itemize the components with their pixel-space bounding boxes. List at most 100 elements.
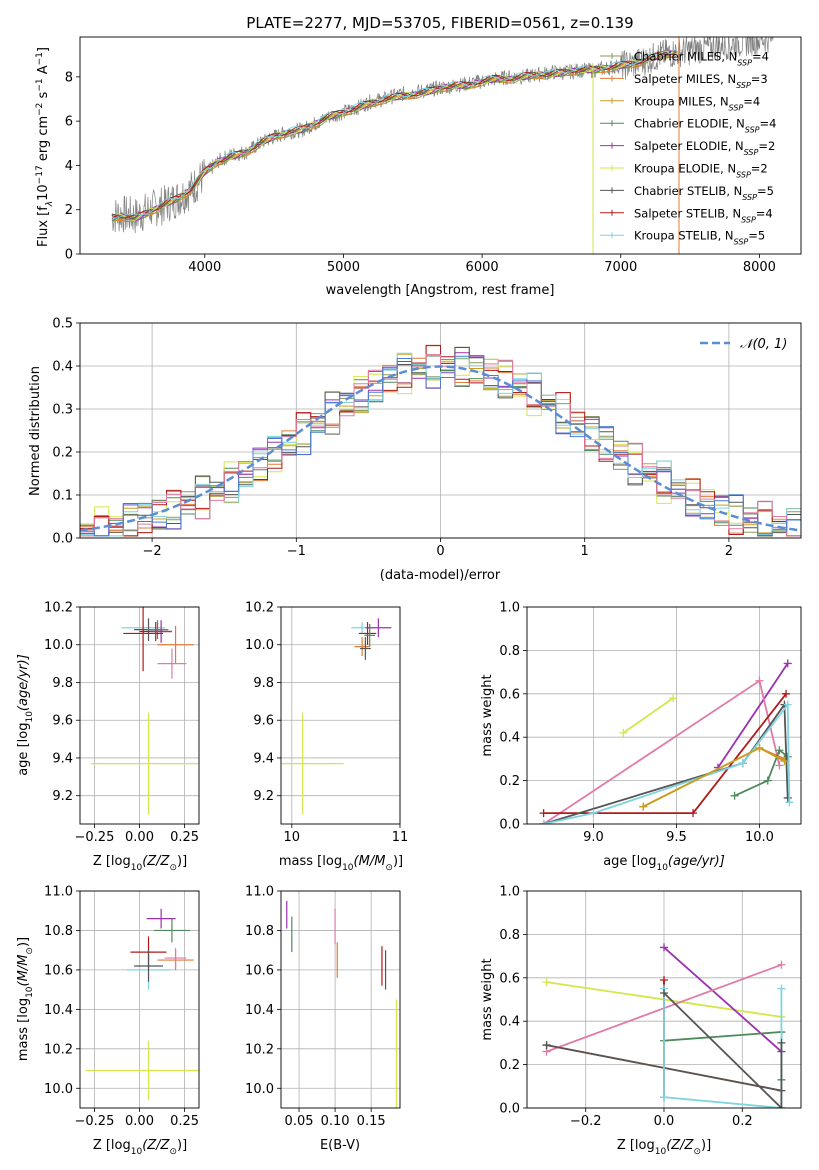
y-tick-label: 0.1 [52,489,73,504]
x-axis-label: Z [log10(Z/Z⊙)] [93,1138,187,1157]
y-tick-label: 0.2 [499,774,520,789]
y-tick-label: 0.4 [52,360,73,375]
y-tick-label: 0.4 [499,731,520,746]
x-tick-label: −2 [143,544,162,559]
x-tick-label: 9.0 [583,830,604,845]
weight-point [777,960,786,969]
model-line-kroupa-elodie [111,50,677,221]
x-axis-label: E(B-V) [320,1138,360,1153]
weight-point [639,802,648,811]
x-tick-label: 0 [436,544,444,559]
x-tick-label: 0.15 [357,1114,386,1129]
errorbar-points [281,618,392,815]
weight-point [589,809,598,818]
y-tick-label: 0.6 [499,971,520,986]
weight-point [783,700,792,709]
x-tick-label: 6000 [466,260,499,275]
y-axis-label: age [log10(age/yr)] [16,654,35,776]
weight-point [738,759,747,768]
weight-series-line [543,679,781,824]
y-tick-label: 10.2 [44,1042,73,1057]
x-tick-label: 9.5 [666,830,687,845]
weight-series-line [543,701,791,824]
y-tick-label: 0.0 [52,532,73,547]
errorbar-points [90,607,199,815]
weight-series-line [663,992,783,1108]
weight-point [660,1093,668,1102]
y-tick-label: 1.0 [499,601,520,616]
y-tick-label: 10.2 [245,601,274,616]
y-tick-label: 9.2 [253,789,274,804]
weight-point [763,776,772,785]
x-tick-label: 0.00 [125,1114,154,1129]
weight-point [619,728,628,737]
y-tick-label: 0.2 [499,1058,520,1073]
legend-entry: Salpeter STELIB, NSSP=4 [634,206,773,224]
y-tick-label: 10.4 [44,1003,73,1018]
weight-point [542,1041,551,1050]
y-tick-label: 11.0 [44,885,73,900]
mass-vs-EBV-axes [280,890,401,1109]
y-tick-label: 10.0 [44,1082,73,1097]
weight-series-line [734,748,789,797]
y-tick-label: 9.6 [52,714,73,729]
weight-point [669,694,678,703]
y-tick-label: 0 [65,248,73,263]
weight-series-line [622,697,674,734]
y-tick-label: 1.0 [499,885,520,900]
weight-point [783,659,792,668]
legend-entry: Kroupa STELIB, NSSP=5 [634,229,765,247]
y-tick-label: 10.2 [44,601,73,616]
residual-histograms [80,344,801,537]
x-tick-label: 0.00 [125,830,154,845]
x-axis-label: mass [log10(M/M⊙)] [279,854,403,873]
spectrum-plot [111,37,774,254]
x-tick-label: −0.25 [75,1114,115,1129]
legend-entry: Salpeter ELODIE, NSSP=2 [634,139,775,157]
age-vs-mass-axes [280,606,401,825]
y-tick-label: 10.6 [245,963,274,978]
y-tick-label: 9.8 [253,676,274,691]
x-tick-label: 4000 [188,260,221,275]
y-tick-label: 10.8 [245,924,274,939]
legend-entry: Kroupa MILES, NSSP=4 [634,94,760,112]
figure-title: PLATE=2277, MJD=53705, FIBERID=0561, z=0… [246,14,633,32]
x-tick-label: −1 [287,544,306,559]
spectrum-axes [79,36,802,255]
y-tick-label: 0.0 [499,1102,520,1117]
x-tick-label: 8000 [743,260,776,275]
weight-point [775,761,784,770]
x-axis-label: wavelength [Angstrom, rest frame] [326,283,555,298]
y-axis-label: mass weight [480,674,495,756]
normal-curve [80,365,801,532]
legend-entry: Kroupa ELODIE, NSSP=2 [634,162,768,180]
x-tick-label: 1 [581,544,589,559]
weight-point [782,689,791,698]
y-tick-label: 0.3 [52,403,73,418]
y-tick-label: 9.8 [52,676,73,691]
x-tick-label: −0.25 [75,830,115,845]
legend-entry: Salpeter MILES, NSSP=3 [634,72,768,90]
weight-series-line [642,746,785,808]
weight-vs-Z-axes [526,890,802,1109]
x-tick-label: 10 [284,830,301,845]
y-tick-label: 6 [65,115,73,130]
histogram-step [80,355,801,537]
errorbar-points [85,908,199,1101]
model-line-kroupa-stelib [111,48,677,219]
y-tick-label: 10.0 [245,1082,274,1097]
y-tick-label: 0.2 [52,446,73,461]
x-axis-label: Z [log10(Z/Z⊙)] [617,1138,711,1157]
y-tick-label: 2 [65,203,73,218]
weight-series-line [663,1031,783,1080]
x-tick-label: 2 [725,544,733,559]
y-tick-label: 9.4 [52,751,73,766]
weight-lines [542,943,786,1108]
x-tick-label: 11 [392,830,409,845]
y-tick-label: 10.0 [44,638,73,653]
x-tick-label: 0.25 [170,830,199,845]
age-vs-Z-axes [79,606,200,825]
y-tick-label: 0.6 [499,687,520,702]
weight-point [542,978,551,987]
weight-point [660,943,668,952]
